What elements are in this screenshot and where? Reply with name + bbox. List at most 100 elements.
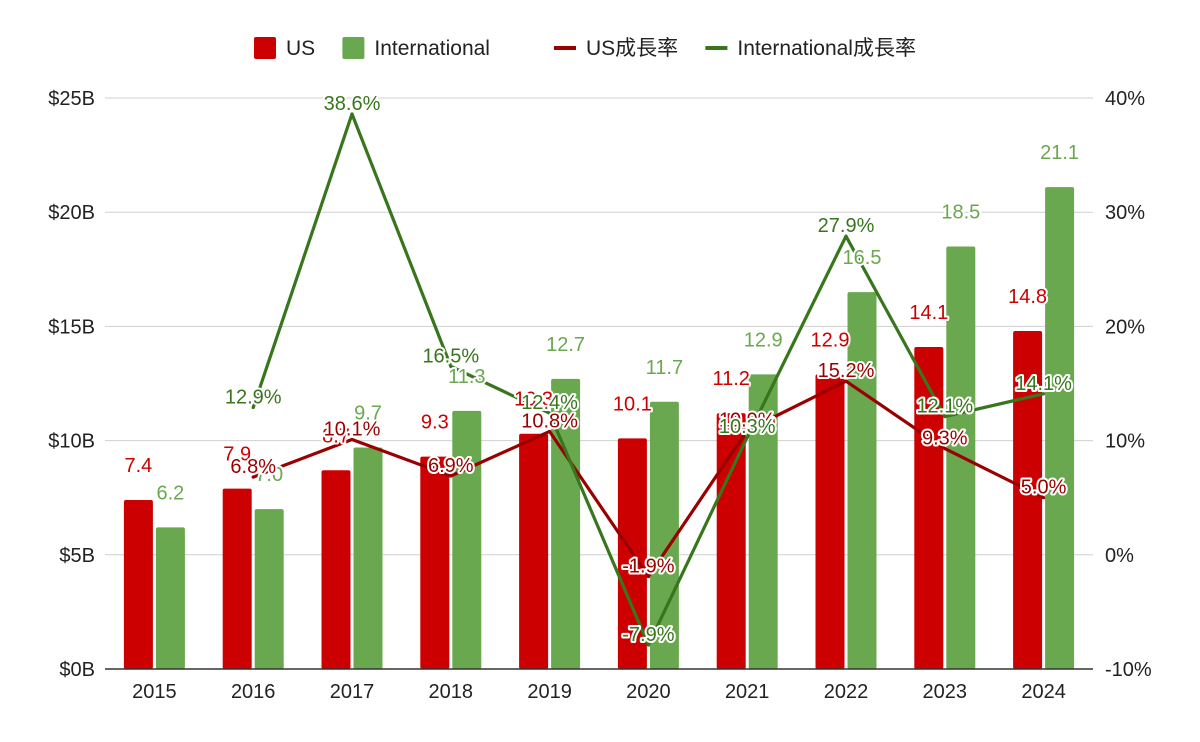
line-data-label: 6.9%: [428, 455, 474, 477]
bar-data-label: 11.2: [712, 368, 749, 390]
bar: [815, 374, 845, 669]
bar: [1013, 330, 1043, 669]
bar: [1045, 187, 1075, 670]
line-data-label: 6.8%: [230, 456, 276, 478]
line-data-label: 10.3%: [719, 416, 776, 438]
y-right-tick-label: -10%: [1105, 659, 1152, 681]
bar-data-label: 21.1: [1040, 142, 1079, 164]
line-point: [1042, 392, 1046, 396]
bar: [123, 499, 153, 669]
bar-data-label: 9.3: [421, 412, 449, 434]
line-point: [548, 411, 552, 415]
line-point: [251, 475, 255, 479]
bar-data-label: 14.8: [1008, 286, 1047, 308]
line-data-label: 10.9%: [719, 409, 776, 431]
y-right-tick-label: 40%: [1105, 88, 1145, 110]
y-right-tick-label: 30%: [1105, 202, 1145, 224]
line-point: [943, 415, 947, 419]
y-left-tick-label: $20B: [48, 202, 95, 224]
bar: [452, 410, 482, 669]
line-point: [350, 437, 354, 442]
legend-swatch: [342, 37, 365, 59]
bar-data-label: 11.7: [646, 357, 683, 379]
line-data-label: 12.9%: [225, 386, 282, 408]
line-data-label: 10.8%: [521, 410, 578, 432]
line-data-label: -1.9%: [622, 555, 674, 577]
line-data-label: 15.2%: [818, 360, 875, 382]
legend-label: International成長率: [737, 37, 916, 60]
legend-label: US: [286, 37, 315, 60]
bar: [155, 527, 185, 669]
data-labels: 7.4 7.9 8.7 9.3 10.3 10.1 11.2 12.9 14.1 14.8 6.2 7…: [122, 91, 1081, 648]
line-data-label: 14.1%: [1015, 373, 1072, 395]
bar-data-label: 10.1: [613, 393, 652, 415]
line-point: [745, 435, 749, 439]
bar: [353, 447, 383, 669]
bar-data-label: 12.9: [811, 329, 850, 351]
line-data-label: 27.9%: [818, 215, 875, 237]
line-point: [745, 428, 749, 432]
bar: [914, 346, 944, 669]
bar-data-label: 12.9: [744, 329, 783, 351]
line-series: [251, 112, 1046, 647]
bar-data-label: 7.4: [124, 455, 152, 477]
line-point: [1042, 496, 1046, 500]
x-tick-label: 2024: [1021, 681, 1066, 703]
bar: [748, 374, 778, 669]
line-point: [449, 474, 453, 478]
bar: [716, 413, 746, 669]
bar: [649, 401, 679, 669]
y-right-tick-label: 20%: [1105, 316, 1145, 338]
bar-data-label: 14.1: [909, 302, 948, 324]
line-point: [646, 574, 651, 579]
line-data-label: 16.5%: [422, 345, 479, 367]
line-data-label: 38.6%: [324, 93, 381, 115]
bar: [420, 456, 450, 669]
y-left-tick-label: $25B: [48, 88, 95, 110]
bar-data-label: 10.3: [514, 389, 553, 411]
bar-data-label: 12.7: [546, 334, 585, 356]
y-left-tick-label: $10B: [48, 431, 95, 453]
line-point: [449, 364, 453, 368]
bar: [321, 470, 351, 669]
y-right-tick-label: 10%: [1105, 431, 1145, 453]
bar-data-label: 16.5: [843, 247, 882, 269]
line-point: [943, 446, 947, 451]
y-left-tick-label: $15B: [48, 316, 95, 338]
bar: [222, 488, 252, 669]
line-data-label: 5.0%: [1021, 477, 1067, 499]
x-tick-label: 2019: [527, 681, 572, 703]
line-data-label: 10.1%: [324, 418, 381, 440]
bar-data-label: 11.3: [448, 366, 485, 388]
bar: [519, 433, 549, 669]
y-left-tick-label: $0B: [59, 659, 95, 681]
bar: [551, 378, 581, 669]
legend-swatch: [254, 37, 276, 59]
line-point: [844, 234, 848, 238]
line-data-label: 12.4%: [521, 392, 578, 414]
bar-data-label: 6.2: [156, 482, 184, 504]
legend-label: International: [374, 37, 490, 60]
line-point: [844, 379, 848, 383]
x-tick-label: 2018: [429, 681, 474, 703]
bar-data-label: 7.9: [223, 444, 251, 466]
x-tick-label: 2022: [824, 681, 869, 703]
bar: [847, 292, 877, 669]
bar-data-label: 8.7: [322, 425, 350, 447]
line-data-label: 12.1%: [916, 396, 973, 418]
gridlines: [105, 97, 1093, 556]
bar-data-label: 18.5: [941, 201, 980, 223]
bar: [254, 509, 284, 669]
bar-data-label: 9.7: [354, 402, 382, 424]
x-tick-label: 2021: [725, 681, 770, 703]
x-tick-label: 2016: [231, 681, 276, 703]
line-point: [350, 112, 354, 116]
legend-label: US成長率: [586, 37, 678, 60]
x-tick-label: 2020: [626, 681, 671, 703]
y-right-tick-label: 0%: [1105, 545, 1134, 567]
y-left-tick-label: $5B: [59, 545, 95, 567]
x-tick-label: 2017: [330, 681, 375, 703]
line-data-label: -7.9%: [622, 624, 674, 646]
